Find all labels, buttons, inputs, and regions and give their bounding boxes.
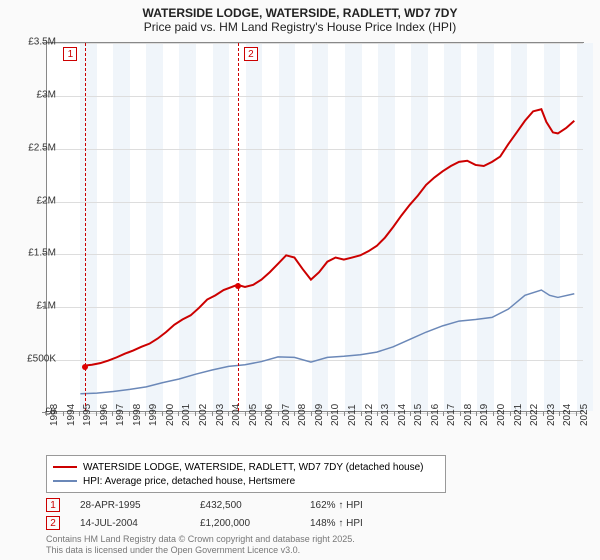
x-tick-label: 1998 <box>132 404 143 426</box>
line-chart-svg <box>47 43 583 411</box>
series-line <box>80 290 574 394</box>
x-tick-label: 1994 <box>66 404 77 426</box>
y-tick-label: £3M <box>37 89 56 100</box>
legend-label: HPI: Average price, detached house, Hert… <box>83 476 295 487</box>
series-line <box>86 109 575 365</box>
x-tick-label: 1996 <box>99 404 110 426</box>
x-tick-label: 2013 <box>380 404 391 426</box>
sale-marker-badge: 1 <box>46 498 60 512</box>
legend-label: WATERSIDE LODGE, WATERSIDE, RADLETT, WD7… <box>83 462 423 473</box>
legend-row: HPI: Average price, detached house, Hert… <box>53 474 439 488</box>
legend-swatch <box>53 480 77 482</box>
x-tick-label: 2010 <box>330 404 341 426</box>
sale-marker-badge: 2 <box>46 516 60 530</box>
credits-line-2: This data is licensed under the Open Gov… <box>46 545 355 556</box>
sale-data-point <box>82 364 88 370</box>
sale-date: 14-JUL-2004 <box>80 518 180 529</box>
chart-container: WATERSIDE LODGE, WATERSIDE, RADLETT, WD7… <box>0 0 600 560</box>
credits-line-1: Contains HM Land Registry data © Crown c… <box>46 534 355 545</box>
x-tick-label: 2012 <box>364 404 375 426</box>
title-block: WATERSIDE LODGE, WATERSIDE, RADLETT, WD7… <box>0 0 600 36</box>
sale-price: £1,200,000 <box>200 518 290 529</box>
title-line-2: Price paid vs. HM Land Registry's House … <box>0 20 600 34</box>
x-tick-label: 2004 <box>231 404 242 426</box>
title-line-1: WATERSIDE LODGE, WATERSIDE, RADLETT, WD7… <box>0 6 600 20</box>
legend-row: WATERSIDE LODGE, WATERSIDE, RADLETT, WD7… <box>53 460 439 474</box>
x-tick-label: 2005 <box>248 404 259 426</box>
x-tick-label: 2006 <box>264 404 275 426</box>
x-tick-label: 2014 <box>397 404 408 426</box>
x-tick-label: 2024 <box>562 404 573 426</box>
x-tick-label: 2003 <box>215 404 226 426</box>
legend-swatch <box>53 466 77 468</box>
x-tick-label: 1995 <box>82 404 93 426</box>
sale-vs-hpi: 148% ↑ HPI <box>310 518 400 529</box>
sale-data-point <box>235 283 241 289</box>
x-tick-label: 1999 <box>148 404 159 426</box>
x-tick-label: 2017 <box>446 404 457 426</box>
chart-legend: WATERSIDE LODGE, WATERSIDE, RADLETT, WD7… <box>46 455 446 493</box>
chart-area: 12 <box>46 42 584 412</box>
x-tick-label: 2020 <box>496 404 507 426</box>
sale-marker-badge: 1 <box>63 47 77 61</box>
x-tick-label: 2022 <box>529 404 540 426</box>
x-tick-label: 2021 <box>513 404 524 426</box>
table-row: 1 28-APR-1995 £432,500 162% ↑ HPI <box>46 496 400 514</box>
x-tick-label: 2016 <box>430 404 441 426</box>
x-tick-label: 1993 <box>49 404 60 426</box>
y-tick-label: £2M <box>37 195 56 206</box>
x-tick-label: 2018 <box>463 404 474 426</box>
x-tick-label: 2001 <box>181 404 192 426</box>
x-tick-label: 2025 <box>579 404 590 426</box>
x-tick-label: 2009 <box>314 404 325 426</box>
x-tick-label: 2015 <box>413 404 424 426</box>
x-tick-label: 2011 <box>347 404 358 426</box>
sale-marker-badge: 2 <box>244 47 258 61</box>
x-tick-label: 1997 <box>115 404 126 426</box>
y-tick-label: £1M <box>37 301 56 312</box>
x-tick-label: 2019 <box>479 404 490 426</box>
credits: Contains HM Land Registry data © Crown c… <box>46 534 355 556</box>
x-tick-label: 2002 <box>198 404 209 426</box>
sale-vs-hpi: 162% ↑ HPI <box>310 500 400 511</box>
x-tick-label: 2007 <box>281 404 292 426</box>
x-tick-label: 2008 <box>297 404 308 426</box>
sales-table: 1 28-APR-1995 £432,500 162% ↑ HPI 2 14-J… <box>46 496 400 532</box>
sale-date: 28-APR-1995 <box>80 500 180 511</box>
x-tick-label: 2023 <box>546 404 557 426</box>
x-tick-label: 2000 <box>165 404 176 426</box>
table-row: 2 14-JUL-2004 £1,200,000 148% ↑ HPI <box>46 514 400 532</box>
sale-price: £432,500 <box>200 500 290 511</box>
